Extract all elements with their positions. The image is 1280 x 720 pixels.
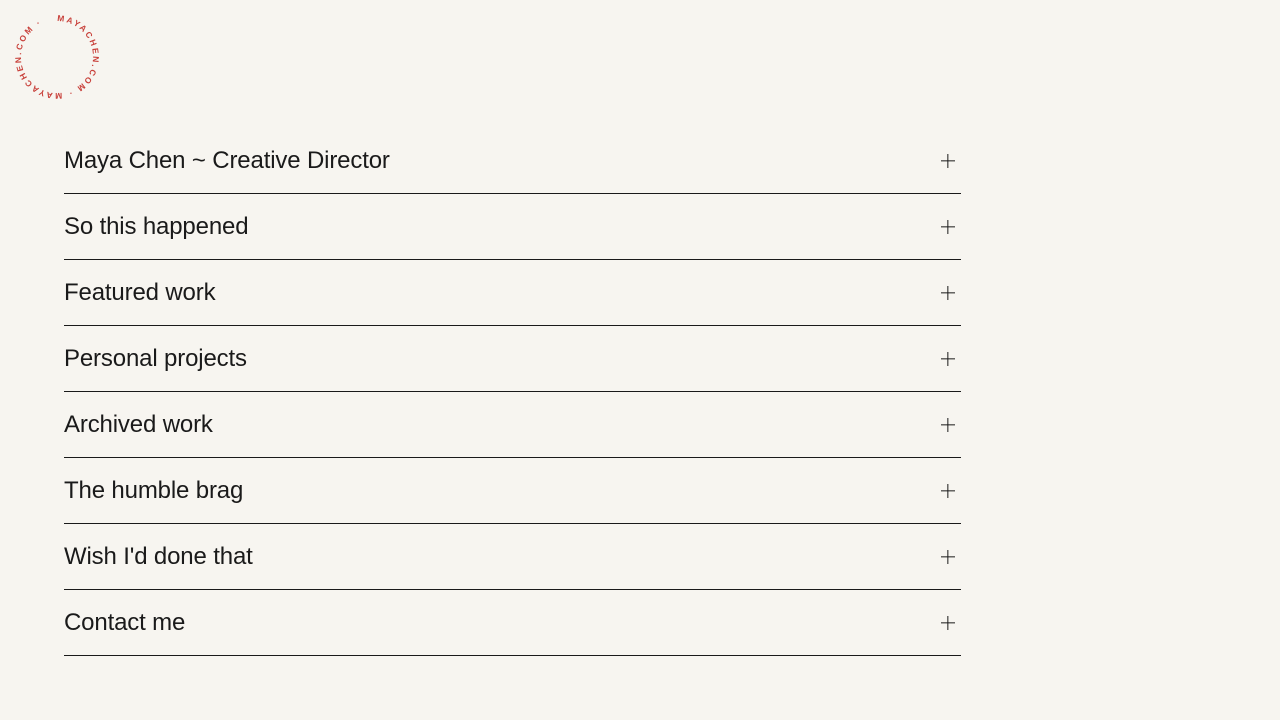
accordion-item-the-humble-brag[interactable]: The humble brag xyxy=(64,458,961,524)
accordion-item-label: Wish I'd done that xyxy=(64,542,253,570)
logo-ring-textpath: MAYACHEN.COM · MAYACHEN.COM · xyxy=(13,13,99,101)
plus-icon[interactable] xyxy=(938,283,958,303)
plus-icon[interactable] xyxy=(938,151,958,171)
accordion-item-label: Contact me xyxy=(64,608,186,636)
accordion-item-label: Personal projects xyxy=(64,344,247,372)
accordion-item-label: Archived work xyxy=(64,410,213,438)
accordion-item-so-this-happened[interactable]: So this happened xyxy=(64,194,961,260)
plus-icon[interactable] xyxy=(938,217,958,237)
accordion-item-contact-me[interactable]: Contact me xyxy=(64,590,961,656)
accordion-list: Maya Chen ~ Creative Director So this ha… xyxy=(64,128,961,656)
accordion-item-personal-projects[interactable]: Personal projects xyxy=(64,326,961,392)
accordion-item-maya-chen-creative-director[interactable]: Maya Chen ~ Creative Director xyxy=(64,128,961,194)
logo-ring-text: MAYACHEN.COM · MAYACHEN.COM · xyxy=(13,13,101,101)
plus-icon[interactable] xyxy=(938,613,958,633)
accordion-item-label: Maya Chen ~ Creative Director xyxy=(64,146,390,174)
plus-icon[interactable] xyxy=(938,547,958,567)
plus-icon[interactable] xyxy=(938,349,958,369)
accordion-item-label: The humble brag xyxy=(64,476,244,504)
plus-icon[interactable] xyxy=(938,415,958,435)
accordion-item-featured-work[interactable]: Featured work xyxy=(64,260,961,326)
mayachen-circular-logo[interactable]: MAYACHEN.COM · MAYACHEN.COM · xyxy=(10,10,104,104)
accordion-item-wish-id-done-that[interactable]: Wish I'd done that xyxy=(64,524,961,590)
accordion-item-label: Featured work xyxy=(64,278,216,306)
accordion-item-archived-work[interactable]: Archived work xyxy=(64,392,961,458)
accordion-item-label: So this happened xyxy=(64,212,249,240)
plus-icon[interactable] xyxy=(938,481,958,501)
